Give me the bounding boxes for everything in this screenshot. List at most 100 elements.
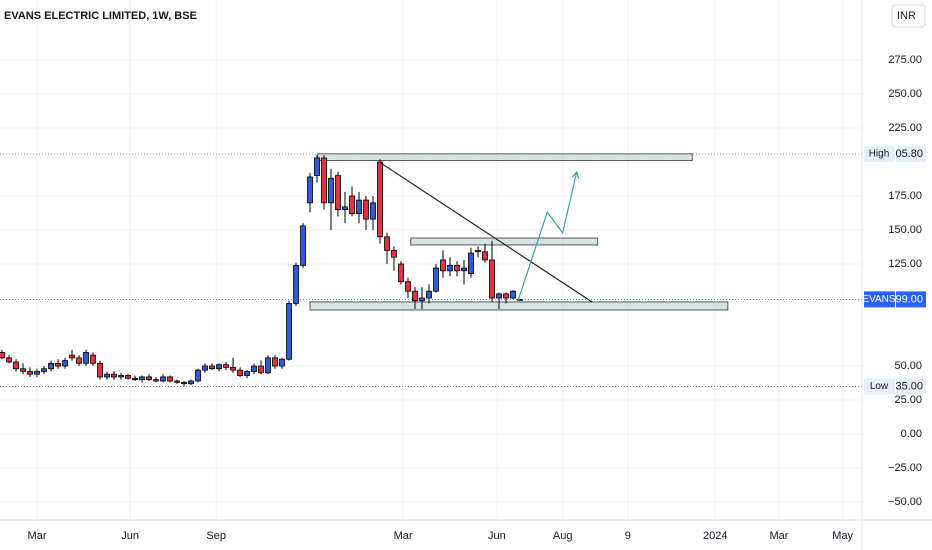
candle-body	[447, 264, 453, 272]
candle-body	[34, 371, 40, 375]
candle-body	[370, 202, 376, 220]
price-name-box	[864, 146, 895, 163]
x-tick-label: 9	[625, 530, 631, 542]
candle-body	[167, 376, 173, 382]
price-value-box	[896, 291, 926, 308]
candle-body	[384, 236, 390, 251]
currency-box[interactable]	[891, 4, 926, 28]
candle-body	[195, 369, 201, 382]
y-tick-label: 175.00	[888, 190, 922, 202]
projection-path	[517, 171, 578, 302]
candle-body	[181, 381, 187, 385]
candle-body	[482, 251, 488, 261]
y-tick-label: 0.00	[901, 428, 922, 440]
candle-body	[139, 376, 145, 381]
price-name: EVANS	[862, 294, 895, 305]
arrow-head	[571, 170, 580, 179]
candle-body	[244, 371, 250, 376]
candle-body	[496, 293, 502, 299]
price-value: 205.80	[889, 148, 923, 160]
y-tick-label: 50.00	[894, 360, 922, 372]
y-tick-label: 250.00	[888, 88, 922, 100]
x-tick-label: 2024	[703, 530, 727, 542]
candle-body	[328, 177, 334, 204]
candle-body	[0, 352, 5, 359]
grid	[0, 0, 862, 520]
candle-body	[419, 297, 425, 302]
candle-body	[300, 225, 306, 266]
candle-body	[237, 369, 243, 376]
support-zone	[410, 237, 599, 246]
candle-body	[62, 360, 68, 367]
y-tick-label: −50.00	[888, 496, 922, 508]
candle-body	[188, 380, 194, 385]
price-value: 35.00	[895, 380, 923, 392]
price-value-box	[896, 378, 926, 395]
candle-body	[48, 362, 54, 370]
x-tick-label: Mar	[394, 530, 413, 542]
candle-body	[13, 361, 19, 370]
trend-line	[380, 162, 593, 303]
plot	[0, 153, 862, 387]
candle-body	[279, 358, 285, 367]
candle-body	[27, 371, 33, 375]
x-tick-label: Aug	[553, 530, 573, 542]
candle-body	[398, 263, 404, 283]
candle-body	[433, 267, 439, 292]
candle-body	[272, 357, 278, 367]
candle-body	[510, 290, 516, 299]
currency: INR	[897, 10, 916, 22]
candle-body	[342, 206, 348, 211]
price-name: High	[869, 149, 890, 160]
y-tick-label: −25.00	[888, 462, 922, 474]
candle-body	[461, 267, 467, 272]
candle-body	[258, 365, 264, 374]
candle-body	[76, 357, 82, 364]
candle-body	[307, 176, 313, 204]
candle-body	[230, 366, 236, 371]
chart-title: EVANS ELECTRIC LIMITED, 1W, BSE	[4, 10, 197, 22]
candle-body	[174, 380, 180, 383]
candle-body	[349, 195, 355, 215]
candle-body	[153, 379, 159, 382]
x-tick-label: Sep	[206, 530, 226, 542]
x-tick-label: Jun	[488, 530, 506, 542]
price-value: 99.00	[895, 293, 923, 305]
candle-body	[202, 365, 208, 371]
candle-body	[209, 365, 215, 370]
candle-body	[335, 175, 341, 211]
candle-body	[356, 199, 362, 215]
candle-body	[216, 364, 222, 370]
candle-body	[321, 157, 327, 204]
candle-body	[412, 290, 418, 302]
candle-body	[475, 250, 481, 253]
candle-body	[489, 259, 495, 299]
candle-body	[104, 373, 110, 378]
candle-body	[20, 368, 26, 372]
y-tick-label: 275.00	[888, 54, 922, 66]
y-tick-label: 150.00	[888, 224, 922, 236]
support-zone	[309, 301, 729, 311]
candle-body	[69, 354, 75, 359]
price-value-box	[896, 146, 926, 163]
candle-body	[503, 293, 509, 299]
candle-body	[223, 364, 229, 368]
candle-body	[251, 365, 257, 372]
x-tick-label: May	[832, 530, 853, 542]
candle-body	[314, 157, 320, 177]
candle-body	[97, 362, 103, 378]
candle-body	[405, 281, 411, 292]
y-tick-label: 225.00	[888, 122, 922, 134]
candle-body	[454, 264, 460, 272]
candle-body	[146, 376, 152, 381]
candle-body	[391, 250, 397, 258]
candle-body	[118, 375, 124, 378]
candle-body	[468, 252, 474, 274]
candle-body	[90, 354, 96, 364]
x-tick-label: Mar	[28, 530, 47, 542]
y-tick-label: 125.00	[888, 258, 922, 270]
candle-body	[6, 357, 12, 363]
